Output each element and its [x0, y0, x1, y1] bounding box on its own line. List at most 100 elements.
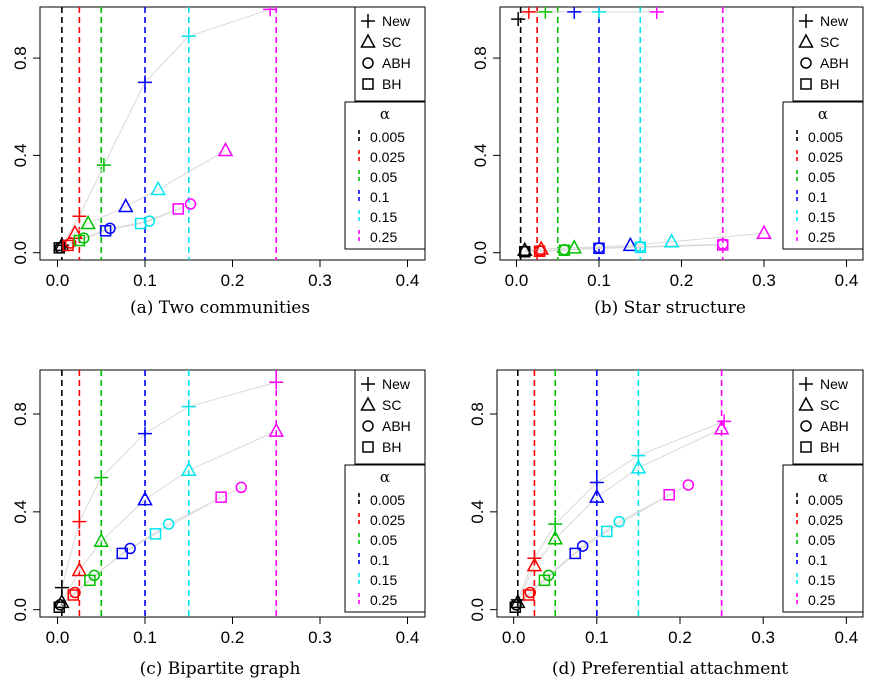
point-bh — [558, 244, 571, 257]
legend-label-sc: SC — [820, 34, 839, 50]
x-tick-label: 0.3 — [308, 271, 332, 290]
x-tick-label: 0.0 — [505, 271, 529, 290]
y-tick-label: 0.4 — [11, 144, 30, 168]
legend-symbol-new — [361, 377, 375, 391]
point-bh — [134, 217, 147, 230]
alpha-legend-label: 0.025 — [808, 149, 843, 165]
x-tick-label: 0.1 — [133, 271, 157, 290]
point-abh — [524, 586, 537, 599]
series-line-new — [517, 420, 725, 601]
point-bh — [663, 488, 675, 501]
point-abh — [143, 215, 156, 227]
legend-symbol-abh — [800, 420, 812, 432]
panel-caption: (a) Two communities — [130, 298, 310, 318]
alpha-legend-label: 0.025 — [370, 512, 405, 528]
point-abh — [510, 599, 522, 611]
legend-symbol-abh — [362, 57, 374, 69]
x-tick-label: 0.4 — [396, 628, 420, 647]
method-legend — [354, 6, 426, 102]
alpha-legend-label: 0.005 — [808, 492, 843, 508]
point-new — [538, 7, 553, 19]
point-bh — [67, 589, 79, 601]
legend-label-bh: BH — [820, 76, 839, 92]
panel-title: Two communities — [153, 298, 310, 318]
plot-area — [53, 370, 285, 617]
x-tick-label: 0.2 — [670, 271, 694, 290]
point-new — [263, 7, 278, 17]
legend-label-bh: BH — [820, 439, 839, 455]
panel-3: 0.0 0.1 0.2 0.3 0.4 0.0 0.4 0.8 New SC ABH BH α 0.005… — [11, 369, 426, 679]
point-new — [181, 29, 196, 44]
method-legend — [354, 369, 426, 465]
point-abh — [54, 599, 66, 611]
legend-symbol-abh — [362, 420, 374, 432]
point-sc — [516, 241, 533, 257]
legend-label-sc: SC — [820, 397, 839, 413]
point-bh — [533, 245, 546, 257]
point-abh — [69, 586, 81, 599]
plot-area — [511, 7, 772, 260]
alpha-legend-label: 0.25 — [808, 229, 835, 245]
alpha-legend-label: 0.005 — [370, 129, 405, 145]
point-sc — [547, 530, 563, 545]
alpha-legend — [344, 101, 426, 250]
x-tick-label: 0.1 — [587, 271, 611, 290]
point-sc — [526, 557, 543, 572]
panel-4: 0.0 0.1 0.2 0.3 0.4 0.0 0.4 0.8 New SC ABH BH α 0.005… — [468, 369, 864, 679]
alpha-legend — [344, 464, 426, 613]
point-new — [649, 7, 664, 19]
x-tick-label: 0.3 — [752, 271, 776, 290]
point-bh — [99, 225, 112, 237]
panel-title: Preferential attachment — [576, 659, 788, 679]
point-sc — [137, 491, 153, 506]
x-tick-label: 0.4 — [835, 271, 859, 290]
y-tick-label: 0.8 — [468, 402, 487, 426]
x-tick-label: 0.2 — [221, 271, 245, 290]
alpha-legend-label: 0.05 — [370, 169, 397, 185]
legend-symbol-new — [361, 14, 375, 28]
point-sc — [54, 593, 70, 609]
alpha-legend-label: 0.25 — [370, 229, 397, 245]
alpha-legend-label: 0.15 — [370, 209, 397, 225]
point-sc — [713, 420, 730, 435]
point-bh — [522, 589, 535, 601]
alpha-legend — [782, 101, 864, 250]
point-bh — [172, 203, 184, 215]
y-tick-label: 0.4 — [11, 500, 30, 524]
plot-area — [53, 7, 278, 260]
legend-label-new: New — [820, 13, 849, 29]
legend-symbol-sc — [360, 33, 376, 48]
x-tick-label: 0.0 — [502, 628, 526, 647]
alpha-legend-label: 0.05 — [808, 532, 835, 548]
point-abh — [64, 237, 77, 249]
point-sc — [150, 180, 166, 196]
panel-letter: (c) — [140, 659, 163, 679]
y-tick-label: 0.0 — [11, 241, 30, 265]
series-line-new — [517, 11, 657, 20]
point-sc — [756, 224, 772, 239]
legend-label-abh: ABH — [820, 55, 849, 71]
x-tick-label: 0.2 — [221, 628, 245, 647]
legend-label-new: New — [820, 376, 849, 392]
point-bh — [569, 547, 581, 560]
y-tick-label: 0.4 — [471, 144, 490, 168]
point-sc — [217, 141, 234, 157]
y-tick-label: 0.8 — [11, 402, 30, 426]
point-sc — [117, 197, 134, 213]
point-new — [54, 580, 69, 595]
x-tick-label: 0.0 — [46, 271, 70, 290]
panel-letter: (b) — [594, 298, 618, 318]
point-abh — [613, 515, 626, 528]
panel-caption: (b) Star structure — [594, 298, 746, 318]
legend-label-new: New — [382, 376, 411, 392]
point-sc — [589, 488, 605, 503]
point-new — [592, 7, 606, 19]
point-sc — [510, 593, 526, 609]
alpha-legend-label: 0.05 — [370, 532, 397, 548]
series-line-sc — [524, 232, 765, 251]
legend-symbol-new — [799, 14, 813, 28]
point-bh — [53, 601, 65, 613]
legend-label-abh: ABH — [382, 418, 411, 434]
series-line-sc — [61, 150, 226, 246]
